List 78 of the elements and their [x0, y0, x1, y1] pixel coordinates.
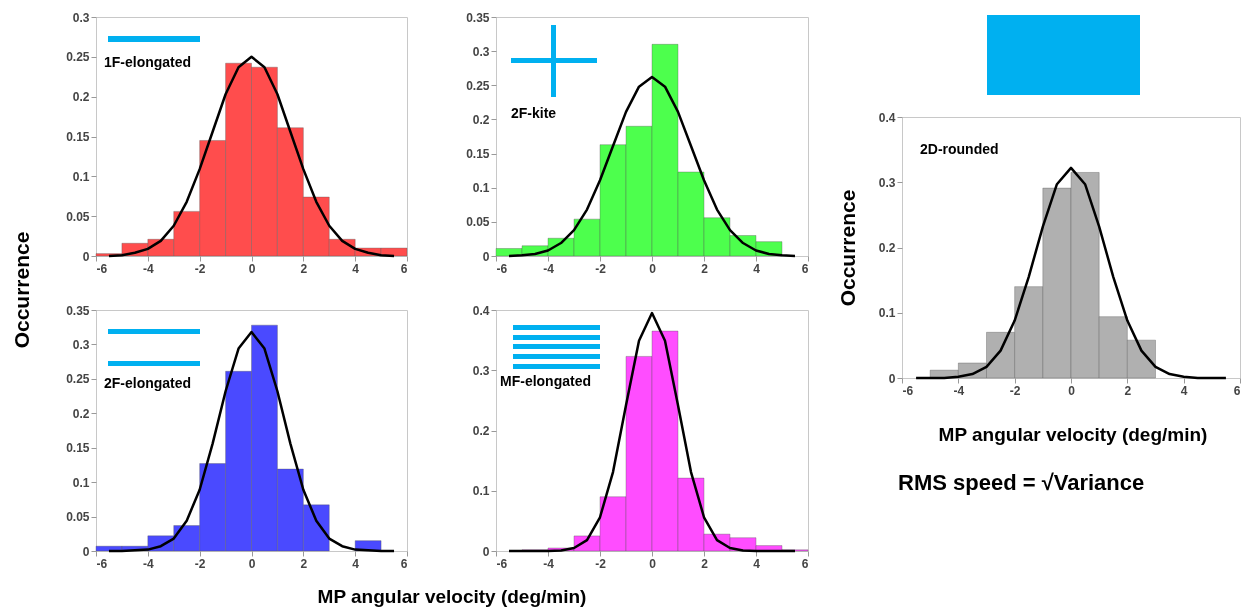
y-tick-label: 0.2 [72, 90, 90, 105]
y-tick-label: 0.2 [878, 241, 896, 255]
y-tick-label: 0.25 [66, 50, 90, 65]
y-tick-label: 0.25 [66, 372, 90, 387]
y-tick-label: 0.15 [66, 441, 90, 456]
y-tick-label: 0.2 [472, 112, 490, 127]
y-tick-label: 0.2 [72, 406, 90, 421]
x-tick-label: -2 [595, 261, 607, 276]
text: RMS speed = √Variance [898, 470, 1145, 496]
x-tick-label: 0 [649, 261, 657, 276]
y-tick-label: 0.3 [72, 337, 90, 352]
y-tick-label: 0.35 [66, 303, 90, 318]
x-tick-label: -2 [194, 556, 206, 571]
x-tick-label: 2 [701, 261, 709, 276]
x-tick-label: -4 [543, 261, 555, 276]
x-tick-label: -4 [143, 556, 154, 571]
y-tick-label: 0.3 [472, 44, 490, 59]
y-tick-label: 0.3 [472, 363, 490, 378]
x-tick-label: 4 [352, 556, 360, 571]
x-tick-label: 0 [1068, 383, 1076, 398]
x-tick-label: 2 [1124, 383, 1132, 398]
annotation: 2F-kite [511, 105, 557, 121]
annotation: MF-elongated [500, 373, 591, 389]
x-tick-label: -2 [1009, 383, 1021, 398]
x-tick-label: -4 [143, 261, 154, 276]
x-tick-label: 6 [400, 261, 408, 276]
x-tick-label: 4 [352, 261, 360, 276]
y-tick-label: 0.05 [66, 209, 90, 224]
x-tick-label: 6 [801, 261, 809, 276]
y-tick-label: 0.1 [472, 484, 490, 499]
x-tick-label: -6 [96, 556, 108, 571]
y-tick-label: 0.1 [878, 306, 896, 321]
x-tick-label: 0 [649, 556, 657, 571]
y-axis-title: Occurrence [836, 189, 860, 307]
x-tick-label: 4 [1180, 383, 1188, 398]
y-tick-label: 0.4 [878, 110, 896, 125]
x-tick-label: -6 [496, 556, 508, 571]
y-tick-label: 0.05 [66, 510, 90, 525]
y-tick-label: 0 [482, 249, 490, 264]
x-tick-label: 0 [248, 261, 256, 276]
annotation: 2F-elongated [104, 375, 192, 391]
y-tick-label: 0.25 [466, 78, 490, 93]
y-tick-label: 0 [82, 544, 90, 559]
x-axis-title: MP angular velocity (deg/min) [938, 424, 1208, 446]
y-axis-title: Occurrence [10, 231, 34, 349]
annotation: 2D-rounded [920, 141, 999, 157]
y-tick-label: 0.1 [472, 181, 490, 196]
y-tick-label: 0.3 [878, 175, 896, 190]
y-tick-label: 0.35 [466, 10, 490, 25]
x-tick-label: 2 [300, 556, 308, 571]
x-tick-label: -6 [902, 383, 914, 398]
x-tick-label: 6 [801, 556, 809, 571]
x-tick-label: -6 [496, 261, 508, 276]
x-tick-label: 4 [753, 556, 761, 571]
x-tick-label: -6 [96, 261, 108, 276]
x-tick-label: 0 [248, 556, 256, 571]
y-tick-label: 0.05 [466, 215, 490, 230]
x-axis-title: MP angular velocity (deg/min) [317, 586, 587, 608]
y-tick-label: 0.15 [466, 147, 490, 162]
x-tick-label: -2 [194, 261, 206, 276]
y-tick-label: 0 [888, 371, 896, 386]
x-tick-label: 6 [1233, 383, 1241, 398]
annotation: 1F-elongated [104, 54, 192, 70]
y-tick-label: 0.1 [72, 169, 90, 184]
x-tick-label: -4 [953, 383, 965, 398]
y-tick-label: 0 [482, 544, 490, 559]
y-tick-label: 0.4 [472, 303, 490, 318]
y-tick-label: 0.2 [472, 424, 490, 438]
x-tick-label: 6 [400, 556, 408, 571]
x-tick-label: -2 [595, 556, 607, 571]
x-tick-label: 2 [701, 556, 709, 571]
y-tick-label: 0 [82, 249, 90, 264]
x-tick-label: 2 [300, 261, 308, 276]
y-tick-label: 0.15 [66, 130, 90, 144]
x-tick-label: 4 [753, 261, 761, 276]
y-tick-label: 0.1 [72, 475, 90, 490]
y-tick-label: 0.3 [72, 10, 90, 25]
x-tick-label: -4 [543, 556, 555, 571]
